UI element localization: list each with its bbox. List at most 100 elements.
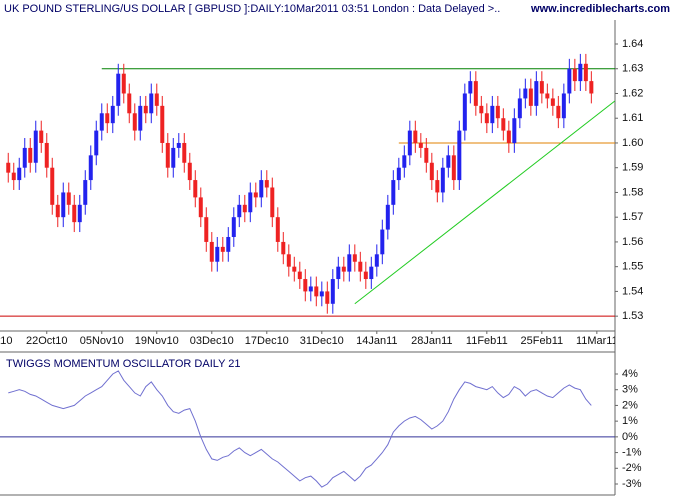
candle-body bbox=[578, 63, 583, 82]
candle-body bbox=[534, 81, 539, 106]
candle-body bbox=[336, 266, 341, 280]
candle-body bbox=[132, 113, 137, 131]
y-tick-label: 2% bbox=[622, 399, 638, 411]
x-tick-label: 11Mar11 bbox=[576, 335, 618, 347]
x-tick-label: 08Oct10 bbox=[0, 335, 13, 347]
candle-body bbox=[94, 130, 99, 156]
x-tick-label: 03Dec10 bbox=[190, 335, 234, 347]
candle-body bbox=[479, 105, 484, 114]
plot-area bbox=[0, 370, 615, 488]
candle-body bbox=[550, 98, 555, 106]
candle-body bbox=[402, 155, 407, 168]
candle-body bbox=[407, 130, 412, 156]
x-tick-label: 11Feb11 bbox=[466, 335, 508, 347]
candle-body bbox=[33, 130, 38, 163]
candle-body bbox=[154, 93, 159, 106]
candle-body bbox=[446, 155, 451, 168]
y-tick-label: 0% bbox=[622, 431, 638, 443]
candle-body bbox=[275, 217, 280, 242]
candle-body bbox=[424, 147, 429, 163]
candle-body bbox=[341, 266, 346, 272]
candle-body bbox=[39, 130, 44, 143]
candle-body bbox=[429, 162, 434, 181]
oscillator-title: TWIGGS MOMENTUM OSCILLATOR DAILY 21 bbox=[6, 358, 241, 370]
x-tick-label: 31Dec10 bbox=[300, 335, 344, 347]
candle-body bbox=[589, 81, 594, 94]
candle-body bbox=[358, 261, 363, 272]
candle-body bbox=[396, 167, 401, 181]
candle-body bbox=[99, 113, 104, 131]
candle-body bbox=[165, 142, 170, 168]
candle-body bbox=[451, 155, 456, 181]
candle-body bbox=[237, 204, 242, 218]
candle-body bbox=[517, 98, 522, 119]
candle-body bbox=[325, 291, 330, 304]
oscillator-line bbox=[8, 370, 592, 488]
y-tick-label: -1% bbox=[622, 446, 642, 458]
candle-body bbox=[61, 192, 66, 218]
candle-body bbox=[171, 147, 176, 168]
candle-body bbox=[440, 167, 445, 193]
candle-body bbox=[220, 246, 225, 252]
candle-body bbox=[55, 204, 60, 218]
y-tick-label: 1.57 bbox=[622, 211, 643, 223]
candle-body bbox=[380, 229, 385, 255]
candle-body bbox=[116, 73, 121, 106]
candle-body bbox=[363, 271, 368, 280]
candle-body bbox=[121, 73, 126, 94]
candle-body bbox=[66, 192, 71, 205]
candle-body bbox=[226, 236, 231, 252]
candle-body bbox=[138, 105, 143, 131]
candle-body bbox=[308, 286, 313, 292]
candle-body bbox=[182, 142, 187, 163]
candle-body bbox=[495, 105, 500, 119]
candle-body bbox=[567, 68, 572, 94]
candle-body bbox=[110, 105, 115, 124]
y-tick-label: 1.62 bbox=[622, 87, 643, 99]
candle-body bbox=[561, 93, 566, 119]
y-tick-label: 3% bbox=[622, 384, 638, 396]
y-tick-label: 1.53 bbox=[622, 310, 643, 322]
candle-body bbox=[490, 105, 495, 124]
candle-body bbox=[264, 180, 269, 188]
candle-body bbox=[319, 291, 324, 297]
plot-area bbox=[0, 53, 615, 317]
candle-body bbox=[484, 113, 489, 124]
candle-body bbox=[292, 266, 297, 272]
candle-body bbox=[369, 266, 374, 280]
candle-body bbox=[143, 105, 148, 114]
y-tick-label: -3% bbox=[622, 478, 642, 490]
candle-body bbox=[501, 118, 506, 131]
candle-body bbox=[556, 105, 561, 119]
candle-body bbox=[83, 180, 88, 205]
x-tick-label: 05Nov10 bbox=[80, 335, 124, 347]
candle-body bbox=[22, 147, 27, 168]
candle-body bbox=[270, 187, 275, 218]
x-tick-label: 19Nov10 bbox=[135, 335, 179, 347]
candle-body bbox=[77, 204, 82, 223]
candle-body bbox=[149, 93, 154, 114]
candle-body bbox=[281, 241, 286, 255]
candle-body bbox=[528, 88, 533, 106]
candle-body bbox=[418, 142, 423, 148]
candle-body bbox=[506, 130, 511, 143]
candle-body bbox=[198, 197, 203, 218]
candle-body bbox=[17, 167, 22, 181]
candle-body bbox=[583, 63, 588, 82]
candle-body bbox=[105, 113, 110, 124]
candle-body bbox=[204, 217, 209, 242]
x-axis: 08Oct10 22Oct10 05Nov10 19Nov10 03Dec10 17Dec… bbox=[0, 331, 618, 347]
y-tick-label: 1.58 bbox=[622, 186, 643, 198]
candle-body bbox=[11, 172, 16, 181]
y-tick-label: 1.59 bbox=[622, 162, 643, 174]
reference-line bbox=[354, 100, 615, 305]
candle-body bbox=[248, 192, 253, 213]
candle-body bbox=[413, 130, 418, 143]
y-tick-label: 1.60 bbox=[622, 137, 643, 149]
candle-body bbox=[347, 254, 352, 272]
candle-body bbox=[209, 241, 214, 262]
candle-body bbox=[160, 105, 165, 143]
candle-body bbox=[50, 167, 55, 205]
candle-body bbox=[462, 93, 467, 131]
y-tick-label: 1.55 bbox=[622, 261, 643, 273]
